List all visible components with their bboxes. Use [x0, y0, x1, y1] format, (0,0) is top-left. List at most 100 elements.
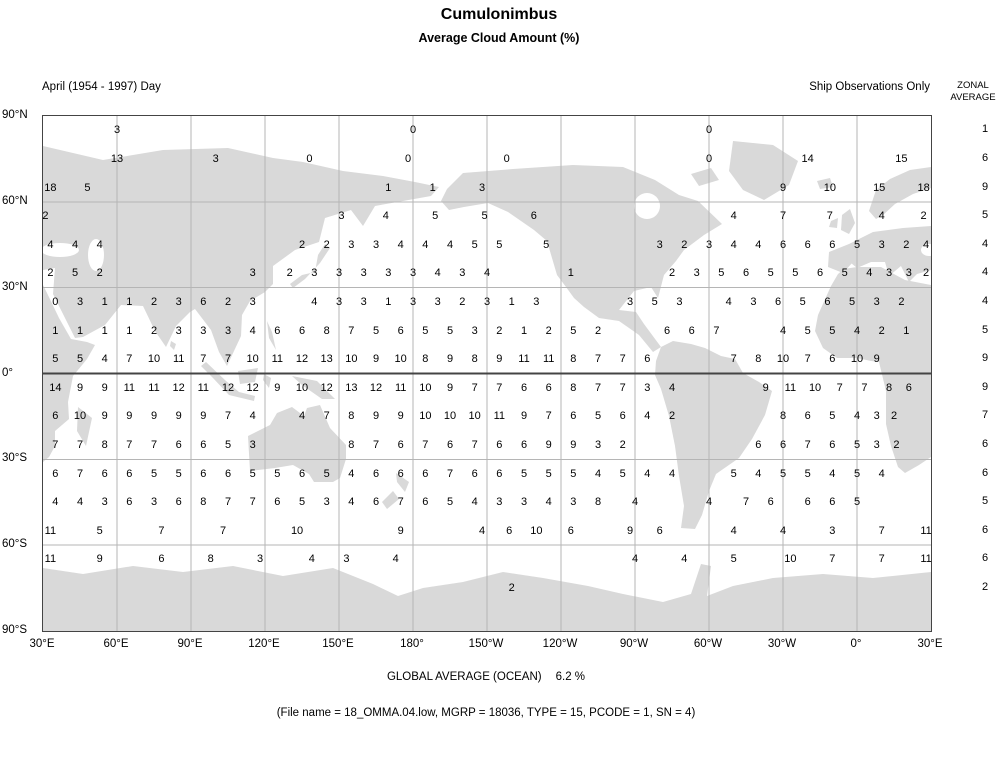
cloud-amount-value: 3: [905, 267, 912, 280]
landmass-new-zealand-north: [396, 473, 409, 492]
cloud-amount-value: 5: [594, 410, 602, 423]
cloud-amount-value: 2: [923, 267, 930, 280]
cloud-amount-value: 9: [779, 181, 787, 194]
cloud-amount-value: 3: [360, 267, 367, 280]
cloud-amount-value: 6: [422, 467, 429, 480]
cloud-amount-value: 1: [101, 295, 108, 308]
cloud-amount-value: 0: [705, 124, 713, 137]
cloud-amount-value: 11: [271, 353, 284, 366]
cloud-amount-value: 7: [804, 353, 811, 366]
cloud-amount-value: 5: [520, 467, 528, 480]
cloud-amount-value: 5: [545, 467, 552, 480]
cloud-amount-value: 18: [917, 181, 930, 194]
y-axis-tick-label: 90°S: [2, 624, 28, 636]
cloud-amount-value: 11: [123, 381, 136, 394]
cloud-amount-value: 6: [644, 353, 651, 366]
cloud-amount-value: 5: [446, 496, 454, 509]
cloud-amount-value: 9: [570, 439, 577, 452]
cloud-amount-value: 12: [295, 353, 309, 366]
cloud-amount-value: 3: [676, 295, 683, 308]
cloud-amount-value: 2: [42, 210, 49, 223]
cloud-amount-value: 4: [644, 410, 651, 423]
cloud-amount-value: 3: [459, 267, 466, 280]
cloud-amount-value: 7: [713, 324, 720, 337]
zonal-average-value: 6: [981, 552, 989, 565]
cloud-amount-value: 4: [249, 410, 256, 423]
cloud-amount-value: 5: [432, 210, 439, 223]
cloud-amount-value: 5: [841, 267, 848, 280]
cloud-amount-value: 6: [52, 467, 59, 480]
y-axis-tick-label: 0°: [2, 366, 13, 379]
cloud-amount-value: 3: [175, 324, 182, 337]
caspian-sea: [88, 239, 104, 271]
landmass-sri-lanka: [170, 341, 176, 350]
cloud-amount-value: 4: [923, 238, 930, 251]
cloud-amount-value: 4: [311, 295, 318, 308]
cloud-amount-value: 3: [249, 439, 256, 452]
cloud-amount-value: 6: [829, 439, 836, 452]
cloud-amount-value: 10: [419, 410, 432, 423]
cloud-amount-value: 2: [150, 295, 158, 308]
cloud-amount-value: 6: [664, 324, 671, 337]
cloud-amount-value: 8: [570, 353, 577, 366]
cloud-amount-value: 4: [631, 496, 639, 509]
cloud-amount-value: 10: [808, 381, 822, 394]
zonal-average-value: 4: [981, 266, 989, 279]
landmass-south-america: [655, 341, 772, 529]
cloud-amount-value: 6: [520, 381, 528, 394]
cloud-amount-value: 7: [422, 439, 429, 452]
landmass-new-zealand-south: [382, 491, 399, 509]
cloud-amount-value: 7: [779, 210, 787, 223]
cloud-amount-value: 3: [311, 267, 318, 280]
landmass-philippines: [267, 321, 276, 350]
page-subtitle: Average Cloud Amount (%): [418, 31, 580, 45]
cloud-amount-value: 11: [784, 381, 797, 394]
cloud-amount-value: 4: [101, 353, 108, 366]
cloud-amount-value: 9: [101, 410, 108, 423]
cloud-amount-value: 3: [594, 439, 602, 452]
cloud-amount-value: 4: [730, 238, 737, 251]
graticule: [43, 116, 931, 631]
cloud-amount-value: 4: [878, 210, 885, 223]
cloud-amount-value: 4: [382, 210, 389, 223]
cloud-amount-value: 1: [126, 324, 133, 337]
cloud-amount-value: 13: [110, 152, 124, 165]
cloud-amount-value: 3: [360, 295, 367, 308]
cloud-amount-value: 3: [150, 496, 158, 509]
zonal-average-value: 9: [981, 352, 989, 365]
cloud-amount-value: 11: [518, 353, 530, 366]
cloud-amount-value: 6: [200, 439, 207, 452]
cloud-amount-value: 7: [829, 553, 836, 566]
cloud-amount-value: 3: [343, 553, 350, 566]
cloud-amount-value: 4: [76, 496, 84, 509]
page-title: Cumulonimbus: [440, 6, 558, 23]
cloud-amount-value: 7: [619, 353, 626, 366]
cloud-amount-value: 6: [101, 467, 108, 480]
source-label: Ship Observations Only: [809, 81, 930, 93]
cloud-amount-value: 11: [148, 381, 160, 394]
cloud-amount-value: 6: [570, 410, 577, 423]
cloud-amount-value: 3: [224, 324, 232, 337]
cloud-amount-value: 9: [496, 353, 503, 366]
cloud-amount-value: 1: [508, 295, 515, 308]
zonal-average-header: ZONAL AVERAGE: [948, 80, 998, 104]
cloud-amount-value: 10: [468, 410, 481, 423]
cloud-amount-value: 5: [298, 496, 306, 509]
cloud-amount-value: 6: [804, 496, 811, 509]
cloud-amount-value: 10: [246, 353, 259, 366]
landmass-europe: [845, 226, 931, 282]
zonal-average-value: 6: [981, 438, 989, 451]
cloud-amount-value: 12: [221, 381, 235, 394]
cloud-amount-value: 3: [656, 238, 663, 251]
cloud-amount-value: 10: [295, 381, 309, 394]
cloud-amount-value: 2: [619, 439, 626, 452]
cloud-amount-value: 9: [446, 353, 454, 366]
cloud-amount-value: 5: [853, 496, 861, 509]
cloud-amount-value: 4: [479, 524, 486, 537]
zonal-average-value: 6: [981, 523, 989, 536]
cloud-amount-value: 9: [762, 381, 769, 394]
cloud-amount-value: 2: [920, 210, 927, 223]
cloud-amount-value: 7: [323, 410, 330, 423]
cloud-amount-value: 4: [308, 553, 315, 566]
cloud-amount-value: 7: [730, 353, 737, 366]
